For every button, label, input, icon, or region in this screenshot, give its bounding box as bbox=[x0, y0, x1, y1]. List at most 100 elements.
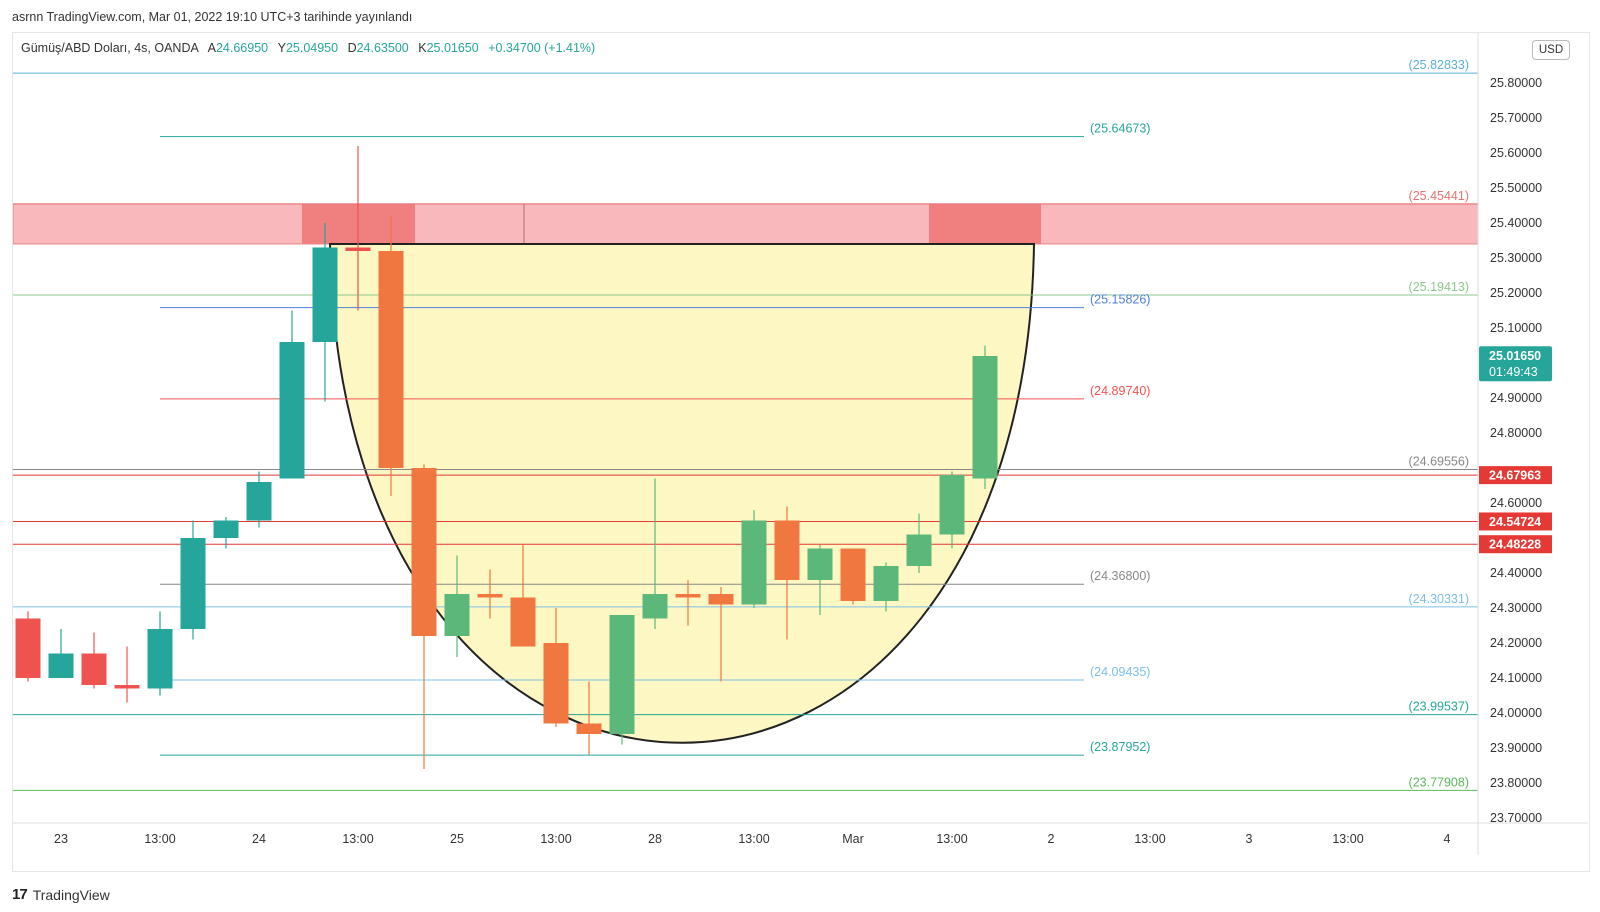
y-tick-label: 24.00000 bbox=[1490, 706, 1542, 720]
candle-body bbox=[708, 594, 734, 605]
level-label: (25.15826) bbox=[1090, 293, 1150, 307]
y-tick-label: 24.40000 bbox=[1490, 566, 1542, 580]
candle-body bbox=[345, 247, 371, 251]
y-tick-label: 25.80000 bbox=[1490, 76, 1542, 90]
x-tick-label: Mar bbox=[842, 832, 864, 846]
high-label: Y bbox=[277, 41, 286, 55]
x-tick-label: 13:00 bbox=[144, 832, 175, 846]
tradingview-logo-icon: 17 bbox=[12, 886, 28, 903]
candle-body bbox=[576, 723, 602, 734]
x-tick-label: 13:00 bbox=[1332, 832, 1363, 846]
candle-body bbox=[510, 597, 536, 647]
current-price-label: 25.01650 bbox=[1489, 349, 1541, 363]
high-value: 25.04950 bbox=[285, 41, 339, 55]
low-label: D bbox=[347, 41, 357, 55]
currency-badge[interactable]: USD bbox=[1532, 40, 1570, 60]
y-tick-label: 25.40000 bbox=[1490, 216, 1542, 230]
candle-body bbox=[642, 594, 668, 619]
x-tick-label: 13:00 bbox=[738, 832, 769, 846]
x-tick-label: 13:00 bbox=[342, 832, 373, 846]
y-tick-label: 25.10000 bbox=[1490, 321, 1542, 335]
low-value: 24.63500 bbox=[356, 41, 409, 55]
x-tick-label: 25 bbox=[450, 832, 464, 846]
x-tick-label: 28 bbox=[648, 832, 662, 846]
x-tick-label: 4 bbox=[1444, 832, 1451, 846]
current-price-badge bbox=[1479, 346, 1552, 382]
x-tick-label: 24 bbox=[252, 832, 266, 846]
symbol-legend: Gümüş/ABD Doları, 4s, OANDA A24.66950 Y2… bbox=[21, 41, 595, 55]
price-badge-bg bbox=[1479, 512, 1552, 531]
candle-body bbox=[114, 685, 140, 689]
level-label: (25.45441) bbox=[1409, 189, 1469, 203]
change-value: +0.34700 (+1.41%) bbox=[488, 41, 596, 55]
y-tick-label: 24.20000 bbox=[1490, 636, 1542, 650]
brand-name: TradingView bbox=[32, 886, 110, 903]
candle-body bbox=[48, 653, 74, 678]
close-label: K bbox=[418, 41, 427, 55]
y-tick-label: 23.80000 bbox=[1490, 776, 1542, 790]
y-tick-label: 24.80000 bbox=[1490, 426, 1542, 440]
y-tick-label: 25.20000 bbox=[1490, 286, 1542, 300]
x-tick-label: 13:00 bbox=[1134, 832, 1165, 846]
candle-body bbox=[939, 475, 965, 535]
candle-body bbox=[873, 566, 899, 601]
y-tick-label: 23.70000 bbox=[1490, 811, 1542, 825]
candle-body bbox=[411, 468, 437, 636]
level-label: (25.64673) bbox=[1090, 122, 1150, 136]
candle-body bbox=[807, 548, 833, 580]
level-label: (23.87952) bbox=[1090, 740, 1150, 754]
published-caption: asrnn TradingView.com, Mar 01, 2022 19:1… bbox=[12, 10, 413, 24]
candle-body bbox=[147, 629, 173, 689]
x-tick-label: 2 bbox=[1048, 832, 1055, 846]
price-badge-label: 24.67963 bbox=[1489, 469, 1541, 483]
level-label: (24.30331) bbox=[1409, 592, 1469, 606]
level-label: (25.82833) bbox=[1409, 58, 1469, 72]
level-label: (25.19413) bbox=[1409, 280, 1469, 294]
candle-body bbox=[81, 653, 107, 685]
price-badge-label: 24.54724 bbox=[1489, 515, 1541, 529]
candle-body bbox=[477, 594, 503, 598]
y-tick-label: 24.30000 bbox=[1490, 601, 1542, 615]
candle-body bbox=[15, 618, 41, 678]
candle-body bbox=[246, 482, 272, 521]
footer-brand: 17 TradingView bbox=[12, 886, 110, 903]
symbol-name: Gümüş/ABD Doları, 4s, OANDA bbox=[21, 41, 199, 55]
level-label: (24.69556) bbox=[1409, 455, 1469, 469]
candle-body bbox=[972, 356, 998, 479]
chart-frame bbox=[12, 32, 1590, 872]
y-tick-label: 23.90000 bbox=[1490, 741, 1542, 755]
price-badge-label: 24.48228 bbox=[1489, 538, 1541, 552]
candle-body bbox=[180, 538, 206, 629]
candle-body bbox=[378, 251, 404, 468]
candle-body bbox=[774, 520, 800, 580]
price-badge-bg bbox=[1479, 466, 1552, 485]
candle-body bbox=[906, 534, 932, 566]
y-tick-label: 25.30000 bbox=[1490, 251, 1542, 265]
candle-body bbox=[741, 520, 767, 605]
x-tick-label: 13:00 bbox=[936, 832, 967, 846]
candle-body bbox=[675, 594, 701, 598]
y-tick-label: 25.70000 bbox=[1490, 111, 1542, 125]
candle-body bbox=[444, 594, 470, 636]
open-value: 24.66950 bbox=[215, 41, 269, 55]
y-tick-label: 25.60000 bbox=[1490, 146, 1542, 160]
candle-body bbox=[609, 615, 635, 734]
level-label: (24.09435) bbox=[1090, 665, 1150, 679]
candle-body bbox=[312, 247, 338, 342]
y-tick-label: 24.10000 bbox=[1490, 671, 1542, 685]
candle-body bbox=[279, 342, 305, 479]
x-tick-label: 13:00 bbox=[540, 832, 571, 846]
level-label: (23.77908) bbox=[1409, 775, 1469, 789]
y-tick-label: 25.50000 bbox=[1490, 181, 1542, 195]
y-tick-label: 24.60000 bbox=[1490, 496, 1542, 510]
x-tick-label: 3 bbox=[1246, 832, 1253, 846]
level-label: (23.99537) bbox=[1409, 700, 1469, 714]
resistance-zone bbox=[13, 203, 1478, 245]
y-tick-label: 24.90000 bbox=[1490, 391, 1542, 405]
level-label: (24.36800) bbox=[1090, 569, 1150, 583]
open-label: A bbox=[207, 41, 216, 55]
zone-highlight-right bbox=[929, 203, 1041, 244]
close-value: 25.01650 bbox=[426, 41, 479, 55]
candle-body bbox=[840, 548, 866, 601]
